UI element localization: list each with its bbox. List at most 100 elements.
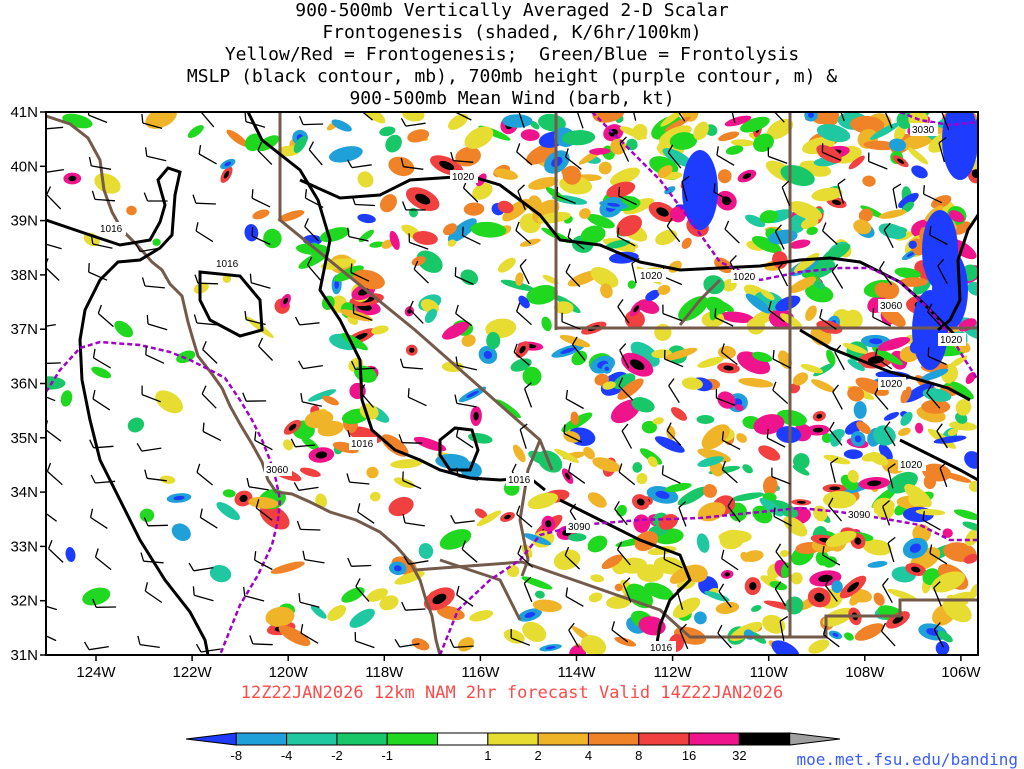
shade-cell (921, 400, 950, 414)
shade-cell (251, 208, 271, 222)
wind-barb (200, 509, 217, 528)
shade-cell (632, 462, 643, 474)
shade-cell (262, 228, 283, 249)
wind-barb (618, 299, 629, 323)
shade-cell (731, 139, 755, 147)
wind-barb (833, 385, 843, 410)
mslp-label-text: 1016 (508, 475, 531, 486)
colorbar-swatch (488, 733, 538, 745)
colorbar-swatch (287, 733, 337, 745)
wind-barb (91, 475, 115, 483)
height-label-text: 3030 (912, 125, 935, 136)
shade-cell (883, 410, 901, 422)
wind-barb (193, 195, 216, 204)
wind-barb (401, 359, 424, 369)
wind-barb (869, 153, 888, 170)
coastline (46, 116, 440, 655)
wind-barb (201, 104, 214, 127)
wind-barb (402, 602, 426, 610)
lon-tick-label: 118W (365, 664, 404, 681)
shade-cell (357, 228, 376, 245)
colorbar-swatch (689, 733, 739, 745)
shade-cell (862, 175, 877, 188)
shade-cell (734, 431, 749, 445)
shade-cell (759, 611, 788, 637)
wind-barb (47, 463, 62, 485)
lat-tick-label: 39N (10, 213, 38, 230)
shade-cell (125, 415, 146, 435)
shade-cell (590, 573, 605, 583)
shade-cell (803, 304, 819, 323)
mslp-label: 1020 (878, 377, 906, 390)
mslp-label-text: 1016 (216, 259, 239, 270)
mslp-contour-1016-loop (200, 272, 262, 336)
lon-tick-label: 116W (461, 664, 500, 681)
shade-cell (80, 585, 112, 609)
wind-barb (39, 121, 63, 129)
shade-cell (585, 489, 609, 511)
mslp-label-text: 1020 (880, 379, 903, 390)
lat-tick-label: 32N (10, 593, 38, 610)
shade-cell (696, 415, 714, 424)
wind-barb (403, 514, 425, 526)
shade-cell (632, 513, 652, 534)
colorbar-arrow-right (790, 733, 840, 745)
shade-cell (520, 129, 540, 142)
shade-cell (174, 348, 197, 366)
wind-barb (782, 181, 789, 206)
wind-barb (197, 464, 213, 485)
shade-cell (91, 169, 124, 198)
shade-cell (717, 169, 732, 184)
source-url[interactable]: moe.met.fsu.edu/banding (796, 750, 1018, 769)
wind-barb (259, 338, 273, 361)
wind-barb (203, 423, 221, 441)
shade-cell (318, 224, 351, 245)
shade-cell (325, 602, 349, 624)
lon-tick-label: 110W (750, 664, 789, 681)
shade-cell (458, 266, 481, 288)
shade-cell (680, 236, 694, 251)
wind-barb (138, 636, 160, 648)
shade-cell (354, 168, 376, 191)
shade-cell (867, 560, 888, 569)
height-label-text: 3060 (266, 465, 289, 476)
shade-cell (506, 564, 521, 579)
lon-tick-label: 124W (76, 664, 116, 681)
wind-barb (773, 382, 788, 404)
mslp-label-text: 1020 (940, 335, 963, 346)
mslp-contour-1016-west (46, 168, 208, 655)
shade-cell (897, 426, 912, 437)
shade-cell (357, 213, 377, 225)
shade-cell (455, 634, 477, 654)
shade-cell (467, 431, 493, 445)
wind-barb (577, 104, 584, 129)
shade-cell (718, 530, 751, 544)
wind-barb (347, 473, 369, 484)
mslp-label: 1020 (450, 170, 478, 183)
wind-barb (255, 551, 273, 569)
wind-barb (722, 550, 739, 570)
mslp-label: 1016 (506, 473, 534, 486)
shade-cell (366, 466, 379, 479)
shade-band (682, 150, 718, 230)
lon-tick-label: 112W (654, 664, 693, 681)
shade-cell (168, 520, 194, 545)
mslp-label: 1016 (349, 437, 377, 450)
colorbar-swatch (538, 733, 588, 745)
shade-cell (328, 143, 365, 165)
mslp-label-text: 1016 (351, 439, 374, 450)
wind-barb (725, 221, 739, 243)
wind-barb (252, 189, 270, 207)
shade-cell (853, 401, 867, 419)
mslp-label: 1020 (938, 333, 966, 346)
colorbar-label: -2 (331, 748, 343, 763)
lon-tick-label: 114W (557, 664, 596, 681)
height-label: 3090 (566, 520, 594, 533)
shade-cell (823, 491, 856, 508)
wind-barb (202, 386, 216, 409)
wind-barb (566, 588, 583, 607)
wind-barb (243, 393, 266, 401)
shade-cell (494, 397, 523, 420)
